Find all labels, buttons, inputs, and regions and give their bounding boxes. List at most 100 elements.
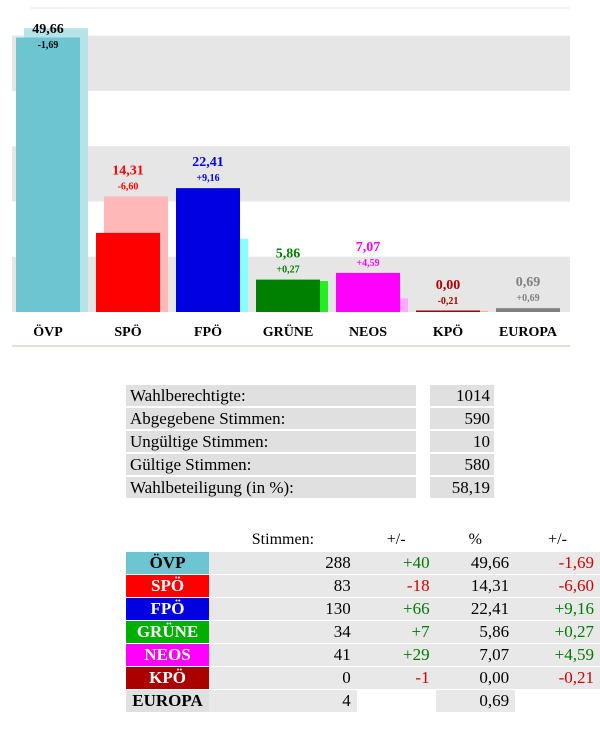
bar-kpö	[416, 310, 480, 312]
result-stimmen: 83	[209, 575, 357, 597]
chart-labels: 49,66 -1,69 ÖVP 14,31 -6,60 SPÖ 22,41 +9,16 FPÖ 5…	[32, 22, 558, 340]
stats-row: Ungültige Stimmen: 10	[126, 431, 494, 452]
result-pct: 0,00	[435, 667, 516, 689]
result-row-grüne: GRÜNE 34 +7 5,86 +0,27	[126, 621, 600, 643]
result-diff2: +9,16	[515, 598, 600, 620]
result-row-kpö: KPÖ 0 -1 0,00 -0,21	[126, 667, 600, 689]
result-stimmen: 0	[209, 667, 357, 689]
party-name: KPÖ	[126, 667, 210, 689]
result-row-fpö: FPÖ 130 +66 22,41 +9,16	[126, 598, 600, 620]
stats-row: Wahlberechtigte: 1014	[126, 385, 494, 406]
chart-grid-bands	[12, 7, 570, 312]
value-label-europa: 0,69	[516, 275, 541, 290]
value-label-grüne: 5,86	[276, 247, 301, 262]
result-diff1: +66	[356, 598, 436, 620]
value-label-övp: 49,66	[32, 22, 64, 37]
stats-value: 580	[430, 454, 494, 475]
stats-gap	[416, 477, 430, 498]
result-diff1: -18	[356, 575, 436, 597]
stats-row: Gültige Stimmen: 580	[126, 454, 494, 475]
result-stimmen: 288	[209, 552, 357, 574]
result-pct: 49,66	[435, 552, 516, 574]
stats-value: 590	[430, 408, 494, 429]
value-label-neos: 7,07	[356, 240, 381, 255]
bar-chart: 49,66 -1,69 ÖVP 14,31 -6,60 SPÖ 22,41 +9,16 FPÖ 5…	[12, 7, 570, 347]
grid-band	[12, 146, 570, 202]
bar-fpö	[176, 188, 240, 312]
stats-label: Wahlbeteiligung (in %):	[126, 477, 416, 498]
result-diff2: +4,59	[515, 644, 600, 666]
party-name: GRÜNE	[126, 621, 210, 643]
value-label-kpö: 0,00	[436, 278, 461, 293]
result-diff1	[356, 690, 436, 712]
party-name: FPÖ	[126, 598, 210, 620]
result-stimmen: 41	[209, 644, 357, 666]
result-diff1: +40	[356, 552, 436, 574]
grid-band	[12, 35, 570, 91]
change-label-spö: -6,60	[118, 181, 139, 192]
result-pct: 0,69	[435, 690, 516, 712]
result-pct: 14,31	[435, 575, 516, 597]
change-label-europa: +0,69	[516, 293, 539, 304]
result-diff2: +0,27	[515, 621, 600, 643]
bar-grüne	[256, 279, 320, 312]
category-label-spö: SPÖ	[114, 323, 141, 340]
result-row-europa: EUROPA 4 0,69	[126, 690, 600, 712]
stats-gap	[416, 408, 430, 429]
result-stimmen: 130	[209, 598, 357, 620]
result-pct: 22,41	[435, 598, 516, 620]
result-stimmen: 4	[209, 690, 357, 712]
bar-övp	[16, 37, 80, 313]
change-label-övp: -1,69	[38, 40, 59, 51]
stats-value: 10	[430, 431, 494, 452]
party-name: NEOS	[126, 644, 210, 666]
change-label-fpö: +9,16	[196, 173, 219, 184]
result-diff1: +7	[356, 621, 436, 643]
result-diff2	[515, 690, 600, 712]
party-header	[126, 529, 209, 551]
stats-label: Gültige Stimmen:	[126, 454, 416, 475]
results-table: Stimmen: +/- % +/- ÖVP 288 +40 49,66 -1,69 SP…	[126, 528, 600, 713]
category-label-kpö: KPÖ	[433, 323, 463, 340]
stats-label: Abgegebene Stimmen:	[126, 408, 416, 429]
stats-gap	[416, 431, 430, 452]
chart-bars	[16, 28, 560, 313]
category-label-europa: EUROPA	[499, 325, 558, 340]
result-diff1: +29	[356, 644, 436, 666]
result-diff2: -0,21	[515, 667, 600, 689]
stats-value: 58,19	[430, 477, 494, 498]
value-label-spö: 14,31	[112, 163, 144, 178]
value-label-fpö: 22,41	[192, 155, 224, 170]
stats-value: 1014	[430, 385, 494, 406]
category-label-fpö: FPÖ	[194, 323, 222, 340]
party-name: EUROPA	[126, 690, 210, 712]
stats-row: Wahlbeteiligung (in %): 58,19	[126, 477, 494, 498]
change-label-neos: +4,59	[356, 258, 379, 269]
change-label-grüne: +0,27	[276, 265, 299, 276]
bar-neos	[336, 272, 400, 312]
stats-label: Wahlberechtigte:	[126, 385, 416, 406]
change-label-kpö: -0,21	[438, 296, 459, 307]
result-row-neos: NEOS 41 +29 7,07 +4,59	[126, 644, 600, 666]
votes-change-header: +/-	[386, 531, 406, 548]
stats-label: Ungültige Stimmen:	[126, 431, 416, 452]
result-pct: 7,07	[435, 644, 516, 666]
stats-row: Abgegebene Stimmen: 590	[126, 408, 494, 429]
category-label-övp: ÖVP	[33, 323, 63, 340]
stimmen-header: Stimmen:	[251, 531, 315, 548]
result-row-spö: SPÖ 83 -18 14,31 -6,60	[126, 575, 600, 597]
percent-change-header: +/-	[548, 531, 567, 548]
percent-header: %	[468, 531, 482, 548]
category-label-grüne: GRÜNE	[263, 323, 314, 340]
result-diff2: -1,69	[515, 552, 600, 574]
result-row-övp: ÖVP 288 +40 49,66 -1,69	[126, 552, 600, 574]
stats-gap	[416, 385, 430, 406]
election-stats-table: Wahlberechtigte: 1014 Abgegebene Stimmen: 5…	[126, 383, 494, 500]
party-name: SPÖ	[126, 575, 210, 597]
result-pct: 5,86	[435, 621, 516, 643]
category-label-neos: NEOS	[349, 325, 387, 340]
result-stimmen: 34	[209, 621, 357, 643]
bar-spö	[96, 232, 160, 312]
stats-gap	[416, 454, 430, 475]
result-diff1: -1	[356, 667, 436, 689]
